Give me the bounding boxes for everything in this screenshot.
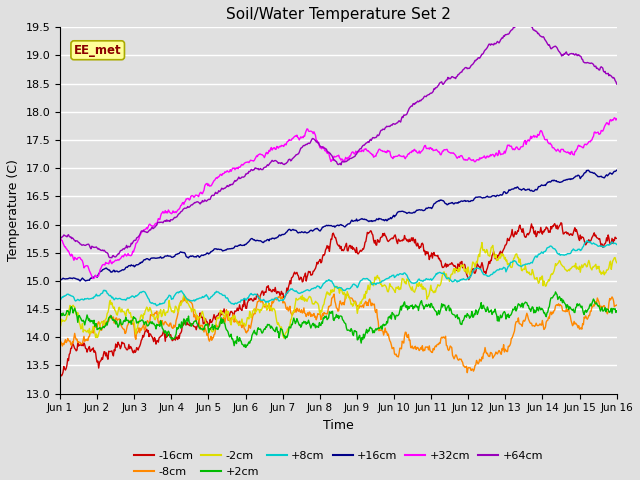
Y-axis label: Temperature (C): Temperature (C) [7, 159, 20, 262]
Text: EE_met: EE_met [74, 44, 122, 57]
Title: Soil/Water Temperature Set 2: Soil/Water Temperature Set 2 [226, 7, 451, 22]
X-axis label: Time: Time [323, 419, 354, 432]
Legend: -16cm, -8cm, -2cm, +2cm, +8cm, +16cm, +32cm, +64cm: -16cm, -8cm, -2cm, +2cm, +8cm, +16cm, +3… [129, 447, 547, 480]
